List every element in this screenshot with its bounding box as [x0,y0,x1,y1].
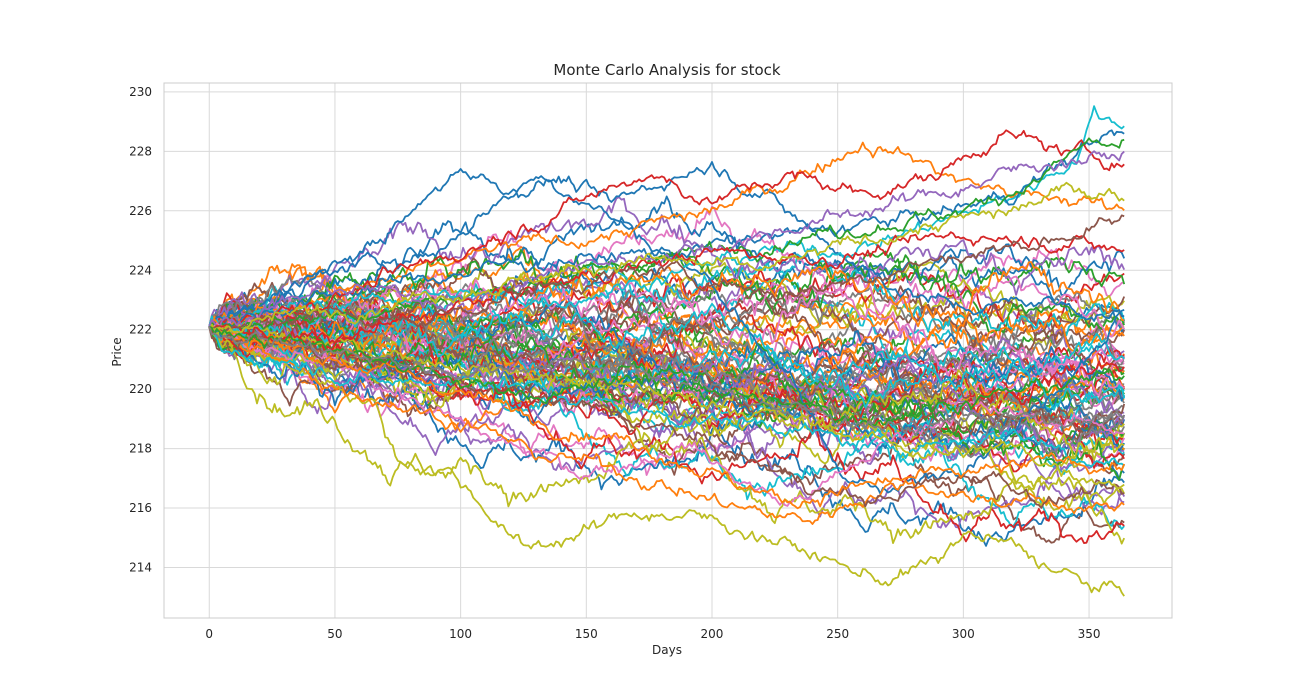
y-axis-label: Price [110,337,124,366]
simulation-line-94 [208,150,1125,329]
x-tick-label: 300 [952,627,975,641]
series-layer [208,105,1126,597]
x-tick-label: 200 [701,627,724,641]
x-tick-label: 150 [575,627,598,641]
simulation-line-90 [208,325,1125,509]
x-tick-label: 100 [449,627,472,641]
y-tick-label: 228 [129,144,152,158]
simulation-line-99 [208,326,1125,436]
x-tick-label: 50 [327,627,342,641]
x-tick-label: 0 [205,627,213,641]
simulation-line-80 [208,326,1125,597]
simulation-line-98 [208,325,1125,427]
y-tick-label: 226 [129,204,152,218]
y-tick-label: 224 [129,263,152,277]
x-tick-label: 350 [1078,627,1101,641]
simulation-line-92 [208,324,1126,510]
simulation-line-40 [208,195,1126,348]
plot-frame [163,82,1173,619]
simulation-line-84 [208,105,1125,332]
simulation-line-78 [208,326,1125,508]
simulation-line-97 [208,181,1125,334]
simulation-line-62 [208,309,1125,459]
simulation-line-57 [208,306,1125,426]
simulation-line-81 [208,161,1125,328]
simulation-line-67 [208,273,1126,433]
y-tick-label: 218 [129,442,152,456]
simulation-line-87 [208,137,1125,333]
simulation-line-88 [208,322,1125,507]
y-tick-label: 222 [129,323,152,337]
y-tick-label: 214 [129,560,152,574]
simulation-line-96 [208,214,1125,332]
simulation-line-39 [208,285,1125,530]
y-tick-label: 216 [129,501,152,515]
simulation-line-93 [208,321,1125,490]
simulation-line-68 [209,323,1125,545]
ticks-layer: 0 50 100 150 200 250 300 350 214 216 218 220 222 224 2… [129,85,1100,641]
x-tick-label: 250 [826,627,849,641]
simulation-line-85 [208,129,1125,333]
x-axis-label: Days [652,643,682,657]
y-tick-label: 220 [129,382,152,396]
y-tick-label: 230 [129,85,152,99]
chart-title: Monte Carlo Analysis for stock [553,61,781,79]
simulation-line-76 [208,278,1125,397]
simulation-line-77 [208,296,1126,459]
simulation-line-89 [208,326,1125,525]
simulation-line-95 [208,231,1125,344]
